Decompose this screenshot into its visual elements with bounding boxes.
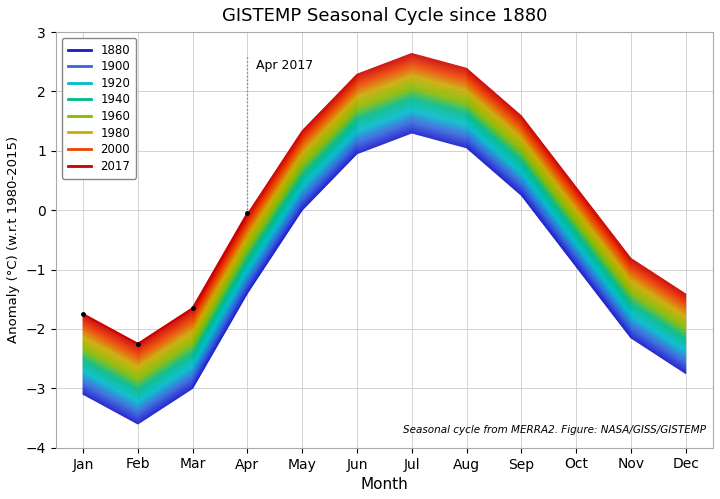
X-axis label: Month: Month bbox=[361, 477, 408, 492]
Text: Seasonal cycle from MERRA2. Figure: NASA/GISS/GISTEMP: Seasonal cycle from MERRA2. Figure: NASA… bbox=[403, 425, 706, 435]
Y-axis label: Anomaly (°C) (w.r.t 1980-2015): Anomaly (°C) (w.r.t 1980-2015) bbox=[7, 136, 20, 343]
Text: Apr 2017: Apr 2017 bbox=[256, 59, 313, 72]
Title: GISTEMP Seasonal Cycle since 1880: GISTEMP Seasonal Cycle since 1880 bbox=[222, 7, 547, 25]
Legend: 1880, 1900, 1920, 1940, 1960, 1980, 2000, 2017: 1880, 1900, 1920, 1940, 1960, 1980, 2000… bbox=[62, 38, 136, 179]
